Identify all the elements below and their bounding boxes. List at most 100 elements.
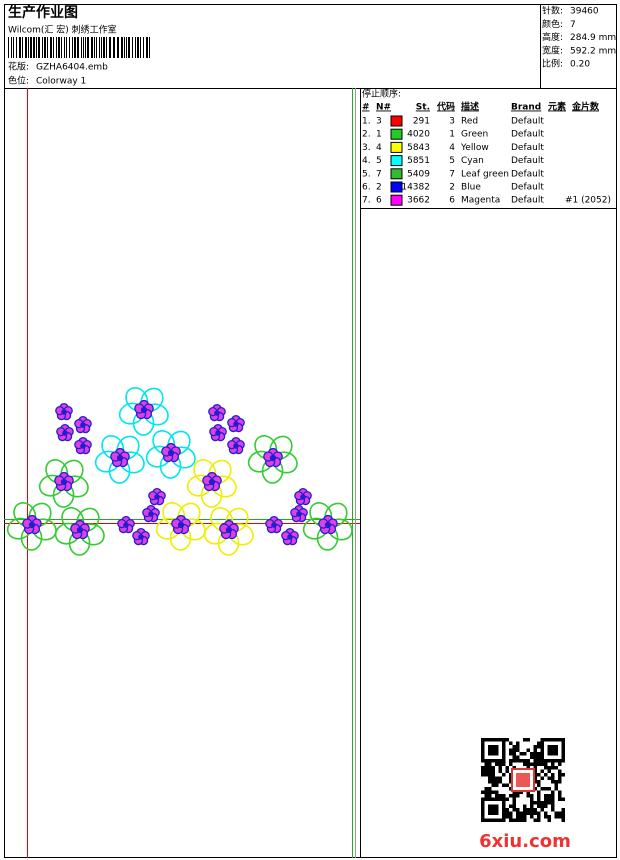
- qr-module: [505, 783, 509, 787]
- flower-small: [117, 515, 135, 534]
- qr-module: [551, 780, 555, 784]
- qr-module: [561, 797, 565, 801]
- cell-code: 4: [449, 143, 455, 153]
- qr-module: [537, 752, 541, 756]
- qr-module: [516, 748, 520, 752]
- qr-module: [502, 762, 506, 766]
- qr-module: [502, 794, 506, 798]
- cell-description: Cyan: [461, 156, 484, 166]
- cell-description: Red: [461, 117, 478, 127]
- page-border: [4, 4, 617, 858]
- flower-small: [132, 527, 150, 546]
- qr-module: [523, 808, 527, 812]
- flower-center: [177, 521, 185, 529]
- qr-module: [554, 759, 558, 763]
- qr-module: [551, 762, 555, 766]
- cell-brand: Default: [511, 156, 544, 166]
- flower-small: [281, 527, 299, 546]
- color-swatch: [390, 141, 403, 153]
- flower-small: [22, 514, 42, 535]
- qr-module: [509, 762, 513, 766]
- qr-module: [488, 794, 492, 798]
- qr-module: [551, 752, 555, 756]
- qr-module: [495, 780, 499, 784]
- qr-module: [505, 766, 509, 770]
- qr-module: [547, 766, 551, 770]
- qr-module: [530, 752, 534, 756]
- qr-module: [495, 748, 499, 752]
- flower-center: [123, 522, 129, 528]
- qr-module: [537, 804, 541, 808]
- qr-module: [554, 766, 558, 770]
- cell-needle: 6: [376, 196, 382, 206]
- qr-module: [488, 759, 492, 763]
- qr-module: [540, 741, 544, 745]
- qr-module: [526, 766, 530, 770]
- barcode-bar: [36, 37, 37, 58]
- qr-module: [502, 748, 506, 752]
- flower-small: [134, 399, 154, 420]
- qr-module: [512, 818, 516, 822]
- qr-module: [561, 815, 565, 819]
- qr-module: [498, 738, 502, 742]
- qr-module: [558, 769, 562, 773]
- qr-module: [544, 762, 548, 766]
- qr-module: [491, 811, 495, 815]
- qr-module: [547, 748, 551, 752]
- qr-module: [505, 811, 509, 815]
- qr-module: [519, 759, 523, 763]
- qr-module: [516, 818, 520, 822]
- qr-module: [530, 811, 534, 815]
- qr-module: [530, 797, 534, 801]
- design: GZHA6404.emb: [36, 63, 108, 73]
- qr-module: [551, 794, 555, 798]
- qr-module: [547, 776, 551, 780]
- qr-module: [484, 738, 488, 742]
- qr-module: [561, 748, 565, 752]
- qr-module: [533, 818, 537, 822]
- barcode-bar: [135, 37, 136, 58]
- qr-module: [491, 818, 495, 822]
- barcode-bar: [28, 37, 29, 58]
- qr-module: [516, 755, 520, 759]
- flower-small: [227, 436, 245, 455]
- qr-module: [561, 755, 565, 759]
- qr-module: [484, 759, 488, 763]
- qr-module: [495, 790, 499, 794]
- qr-module: [544, 811, 548, 815]
- qr-module: [554, 783, 558, 787]
- flower-small: [54, 471, 74, 492]
- barcode-bar: [128, 37, 130, 58]
- qr-module: [537, 759, 541, 763]
- qr-module: [519, 818, 523, 822]
- qr-module: [558, 759, 562, 763]
- qr-module: [505, 797, 509, 801]
- qr-module: [530, 801, 534, 805]
- qr-module: [537, 780, 541, 784]
- qr-module: [498, 762, 502, 766]
- barcode-bar: [106, 37, 107, 58]
- qr-module: [516, 794, 520, 798]
- color-swatch: [390, 115, 403, 127]
- qr-module: [558, 794, 562, 798]
- qr-module: [488, 766, 492, 770]
- cell-brand: Default: [511, 130, 544, 140]
- qr-module: [551, 759, 555, 763]
- qr-module: [537, 815, 541, 819]
- flower-center: [61, 409, 67, 415]
- qr-module: [509, 787, 513, 791]
- qr-module: [495, 783, 499, 787]
- cell-needle: 1: [376, 130, 382, 140]
- barcode-bar: [117, 37, 119, 58]
- qr-module: [526, 759, 530, 763]
- qr-module: [540, 748, 544, 752]
- qr-module: [495, 738, 499, 742]
- barcode-bar: [101, 37, 102, 58]
- qr-module: [491, 773, 495, 777]
- flower-center: [154, 494, 160, 500]
- qr-module: [519, 815, 523, 819]
- qr-module: [551, 773, 555, 777]
- qr-module: [495, 811, 499, 815]
- cell-code: 7: [449, 169, 455, 179]
- flower-center: [28, 521, 36, 529]
